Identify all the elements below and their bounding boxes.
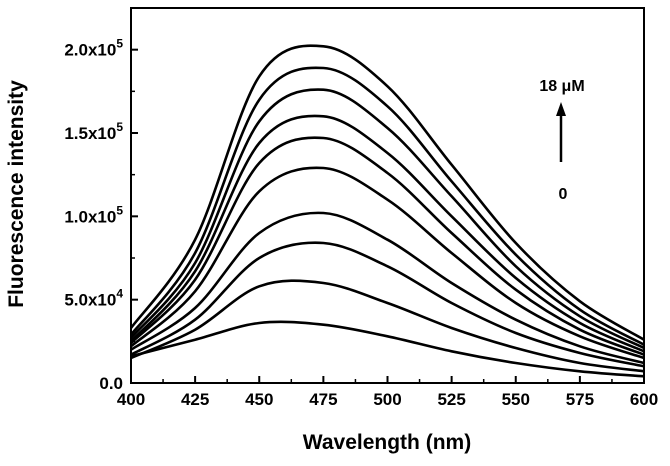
x-tick-label: 475: [309, 390, 337, 409]
y-tick-label: 2.0x105: [64, 37, 123, 60]
x-tick-label: 450: [245, 390, 273, 409]
series-line-3: [131, 243, 644, 367]
x-tick-label: 575: [566, 390, 594, 409]
series-layer: [131, 46, 644, 377]
x-axis: 400425450475500525550575600: [117, 376, 658, 409]
y-tick-label: 1.0x105: [64, 203, 123, 226]
annotation-arrow-head: [556, 102, 566, 116]
x-tick-label: 525: [437, 390, 465, 409]
x-tick-label: 425: [181, 390, 209, 409]
annotation-top-label: 18 μM: [539, 78, 584, 95]
x-tick-label: 600: [630, 390, 658, 409]
x-axis-title: Wavelength (nm): [303, 431, 471, 454]
y-tick-label: 0.0: [99, 374, 123, 393]
x-tick-label: 550: [502, 390, 530, 409]
y-tick-label: 1.5x105: [64, 120, 123, 143]
y-tick-label: 5.0x104: [64, 287, 123, 310]
y-axis-title: Fluorescence intensity: [5, 80, 28, 308]
annotation-bottom-label: 0: [559, 186, 568, 203]
y-axis: 0.0 5.0x104 1.0x105 1.5x105 2.0x105: [64, 8, 138, 393]
x-tick-label: 500: [373, 390, 401, 409]
